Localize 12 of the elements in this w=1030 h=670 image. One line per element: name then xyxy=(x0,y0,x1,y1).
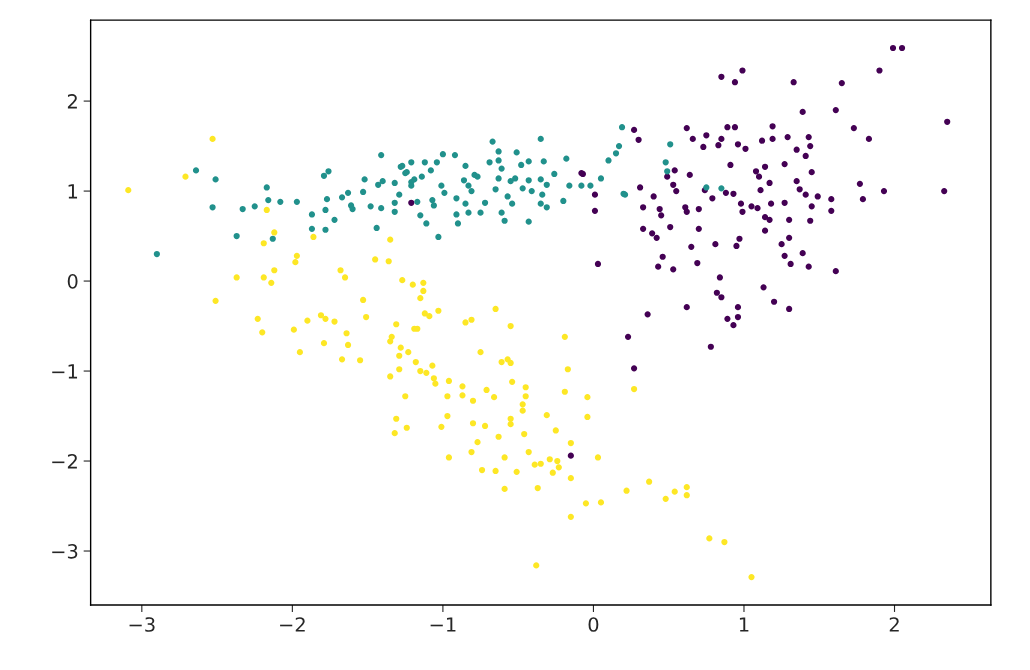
x-tick-label: 2 xyxy=(889,617,899,632)
x-tick-label: 0 xyxy=(588,617,599,632)
x-tick-label: −3 xyxy=(129,617,155,632)
x-tick-label: 1 xyxy=(739,617,749,632)
y-tick-label: 0 xyxy=(67,274,78,289)
y-tick-label: 1 xyxy=(68,184,78,199)
y-tick-label: −2 xyxy=(52,453,77,469)
y-tick-label: −1 xyxy=(52,364,78,379)
x-tick-label: −2 xyxy=(280,617,305,632)
y-tick-label: −3 xyxy=(52,543,78,559)
y-tick-label: 2 xyxy=(67,94,77,109)
x-tick-label: −1 xyxy=(430,617,456,632)
